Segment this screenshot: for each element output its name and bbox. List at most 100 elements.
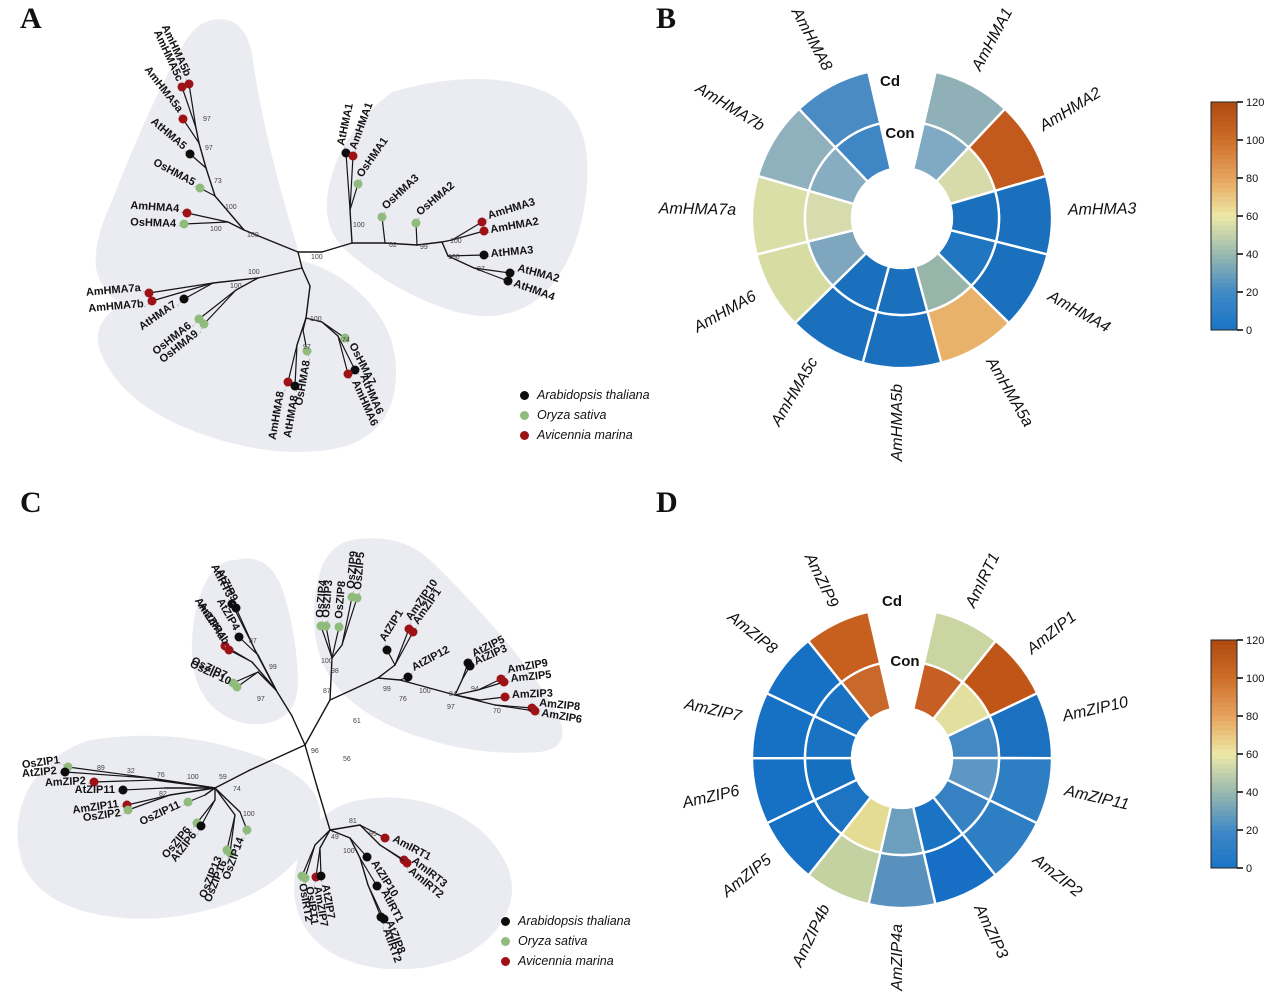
tip-branch-AtZIP6 [200, 799, 216, 827]
bootstrap-value: 100 [343, 848, 355, 855]
colorbar-gradient [1211, 858, 1237, 864]
colorbar-tick-label: 20 [1246, 825, 1258, 837]
bootstrap-value: 97 [447, 704, 455, 711]
tip-dot-AmZIP6 [530, 706, 540, 716]
tip-label-AmZIP8: AmZIP8 [539, 697, 581, 713]
ring-label-AmZIP11: AmZIP11 [1062, 782, 1131, 813]
clade-blob-2 [97, 260, 397, 452]
tip-dot-AmZIP5 [499, 677, 509, 687]
tip-branch-AmHMA1 [349, 155, 354, 211]
colorbar-gradient [1211, 258, 1237, 264]
tree-branch [454, 679, 463, 696]
bootstrap-value: 97 [203, 116, 211, 123]
colorbar-gradient [1211, 139, 1237, 146]
tip-branch-AmZIP1 [394, 631, 414, 666]
panel-letter-B: B [656, 2, 677, 35]
tip-dot-AtHMA7 [179, 294, 189, 304]
oryza-dot-icon [520, 410, 529, 420]
tree-branch [305, 317, 323, 323]
colorbar-gradient [1211, 158, 1237, 165]
tip-dot-AtZIP2 [60, 767, 70, 777]
colorbar-gradient [1211, 710, 1237, 717]
colorbar-gradient [1211, 843, 1237, 850]
tip-dot-AmZIP2 [89, 777, 99, 787]
colorbar-gradient [1211, 739, 1237, 745]
colorbar-gradient [1211, 696, 1237, 703]
colorbar-gradient [1211, 649, 1237, 655]
tip-branch-AtZIP9 [235, 607, 256, 651]
colorbar-gradient [1211, 677, 1237, 684]
ring-label-AmHMA7a: AmHMA7a [658, 200, 737, 219]
tip-dot-OsHMA2 [411, 218, 421, 228]
colorbar-gradient [1211, 786, 1237, 793]
tip-label-OsIRT1: OsIRT1 [303, 886, 320, 926]
ring-label-AmIRT1: AmIRT1 [962, 550, 1003, 611]
colorbar-tick-label: 60 [1246, 211, 1258, 223]
bootstrap-value: 62 [389, 242, 397, 249]
ring-label-AmZIP7: AmZIP7 [682, 696, 744, 726]
tip-branch-OsZIP9 [341, 596, 353, 646]
tree-branch [319, 829, 331, 849]
colorbar-gradient [1211, 763, 1237, 769]
colorbar-gradient [1211, 296, 1237, 302]
colorbar-gradient [1211, 668, 1237, 674]
bootstrap-value: 100 [243, 811, 255, 818]
legend-label-oryza: Oryza sativa [518, 934, 588, 948]
tip-branch-OsZIP8 [331, 626, 340, 659]
colorbar-gradient [1211, 144, 1237, 150]
bootstrap-value: 100 [448, 254, 460, 261]
tip-dot-AtZIP10 [362, 852, 372, 862]
tree-branch [205, 167, 216, 197]
tip-dot-AtZIP4 [234, 632, 244, 642]
colorbar-gradient [1211, 272, 1237, 279]
tip-dot-AtZIP6 [196, 821, 206, 831]
colorbar-gradient [1211, 120, 1237, 127]
legend-row: Arabidopsis thaliana [501, 911, 631, 931]
colorbar-gradient [1211, 149, 1237, 155]
tree-branch [214, 195, 245, 231]
tip-dot-AmHMA5c [177, 82, 187, 92]
bootstrap-value: 97 [477, 266, 485, 273]
tip-branch-AmHMA7b [151, 282, 214, 302]
tip-dot-AmHMA5b [184, 79, 194, 89]
tree-branch [204, 787, 216, 796]
ring-key-cd: Cd [880, 73, 900, 90]
tip-dot-OsZIP3 [321, 621, 331, 631]
tip-branch-OsZIP16 [229, 814, 236, 854]
bootstrap-value: 96 [311, 748, 319, 755]
tip-dot-AmHMA4 [182, 208, 192, 218]
colorbar-tick-label: 40 [1246, 787, 1258, 799]
tree-branch [296, 317, 307, 346]
colorbar-gradient [1211, 253, 1237, 260]
colorbar-gradient [1211, 725, 1237, 731]
tree-branch [329, 677, 379, 701]
tip-branch-AmHMA4 [186, 212, 229, 223]
colorbar-tick-label: 60 [1246, 749, 1258, 761]
ring-label-AmZIP10: AmZIP10 [1060, 694, 1130, 726]
tip-branch-AmHMA2 [451, 230, 485, 241]
tip-dot-AmZIP3 [500, 692, 510, 702]
tip-branch-AmZIP6 [494, 704, 536, 712]
colorbar-gradient [1211, 305, 1237, 312]
tree-branch [214, 787, 241, 813]
colorbar-gradient [1211, 772, 1237, 779]
tip-label-AmZIP5: AmZIP5 [510, 669, 552, 685]
tip-branch-AtHMA1 [345, 152, 351, 211]
ring-label-AmHMA7b: AmHMA7b [691, 79, 767, 134]
tip-label-AmHMA4: AmHMA4 [130, 200, 180, 215]
heatmap-segment-AmHMA8-con [833, 122, 893, 184]
tree-branch [329, 824, 361, 831]
colorbar-gradient [1211, 744, 1237, 750]
tree-branch [331, 644, 343, 659]
bootstrap-value: 82 [159, 791, 167, 798]
colorbar-gradient [1211, 244, 1237, 250]
tip-branch-AmZIP5 [477, 681, 505, 691]
colorbar-gradient [1211, 748, 1237, 755]
species-legend-C: Arabidopsis thaliana Oryza sativa Avicen… [501, 911, 631, 971]
bootstrap-value: 89 [97, 765, 105, 772]
tip-branch-OsZIP7 [232, 671, 259, 684]
tip-label-AtZIP11: AtZIP11 [75, 784, 115, 796]
ring-label-AmHMA8: AmHMA8 [787, 4, 835, 73]
colorbar-gradient [1211, 206, 1237, 212]
